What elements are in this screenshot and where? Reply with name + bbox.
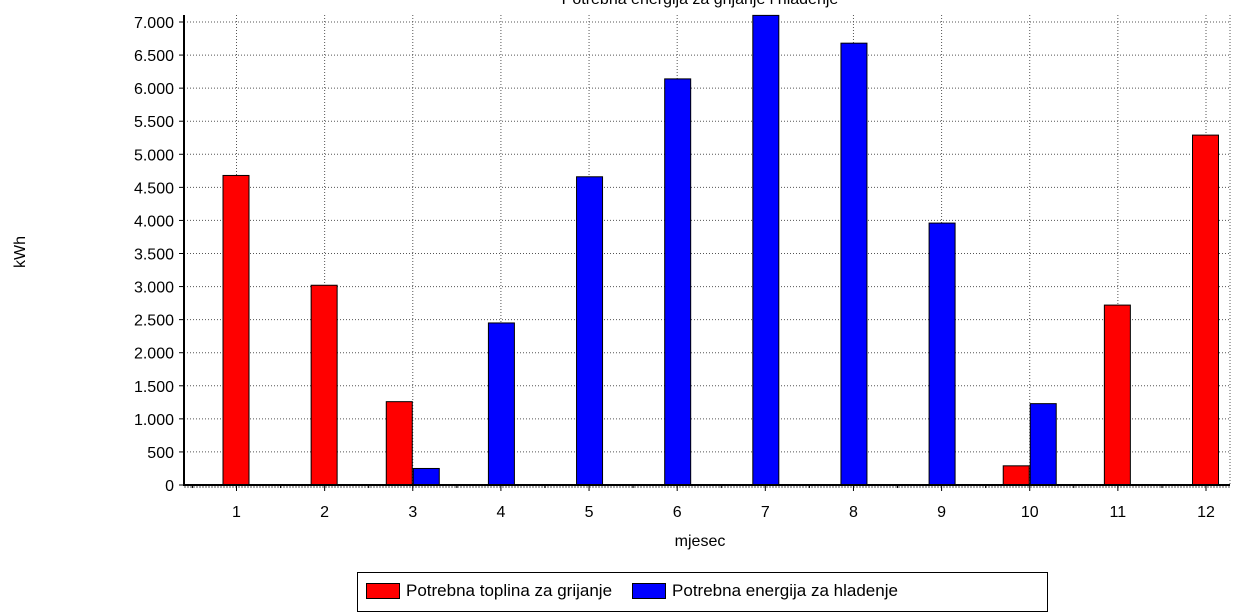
x-tick-label: 8 [849,504,858,521]
x-tick-label: 4 [496,504,505,521]
y-tick-label: 500 [147,445,174,462]
x-axis-title: mjesec [675,533,726,550]
bars [222,14,1219,486]
y-tick-label: 4.000 [134,213,174,230]
legend-item-cooling: Potrebna energija za hladenje [632,581,898,601]
legend-label-cooling: Potrebna energija za hladenje [672,581,898,600]
energy-chart: Potrebna energija za grijanje i hlađenje… [12,0,1231,550]
bar-heating [385,401,413,486]
y-tick-label: 1.500 [134,379,174,396]
legend-label-heating: Potrebna toplina za grijanje [406,581,613,600]
y-tick-label: 5.500 [134,114,174,131]
x-tick-label: 10 [1021,504,1039,521]
bar-cooling [576,176,604,486]
x-tick-label: 6 [673,504,682,521]
y-tick-label: 0 [165,478,174,495]
bar-heating [1192,134,1219,486]
y-axis-ticks: 0 500 1.000 1.500 2.000 2.500 3.000 3.500 4.000 4… [134,15,184,495]
bar-cooling [487,322,515,486]
y-tick-label: 5.000 [134,147,174,164]
legend-swatch-heating [366,583,400,599]
chart-legend: Potrebna toplina za grijanje Potrebna en… [357,572,1048,612]
y-tick-label: 2.000 [134,346,174,363]
legend-swatch-cooling [632,583,667,599]
x-tick-label: 3 [408,504,417,521]
y-axis-title: kWh [12,236,29,268]
bar-cooling [928,222,956,486]
x-tick-label: 7 [761,504,770,521]
y-tick-label: 7.000 [134,15,174,32]
x-tick-label: 9 [937,504,946,521]
bar-cooling [664,78,692,486]
bar-heating [1103,304,1131,486]
bar-heating [310,284,338,486]
y-tick-label: 4.500 [134,180,174,197]
y-tick-label: 6.500 [134,48,174,65]
bar-cooling [840,42,868,486]
bar-heating [1002,465,1030,486]
axes [183,15,1230,488]
bar-cooling [1029,403,1057,486]
y-tick-label: 3.000 [134,280,174,297]
x-tick-label: 1 [232,504,241,521]
x-tick-label: 11 [1110,504,1127,521]
legend-item-heating: Potrebna toplina za grijanje [366,581,612,601]
bar-cooling [412,467,440,486]
chart-title: Potrebna energija za grijanje i hlađenje [562,0,839,8]
y-tick-label: 6.000 [134,81,174,98]
x-axis-ticks: 1 2 3 4 5 6 7 8 9 10 11 12 [191,485,1215,521]
x-tick-label: 12 [1197,504,1215,521]
grid [184,15,1231,485]
bar-cooling [752,14,780,486]
y-tick-label: 2.500 [134,313,174,330]
y-tick-label: 3.500 [134,247,174,264]
bar-heating [222,174,250,486]
x-tick-label: 2 [320,504,329,521]
x-tick-label: 5 [585,504,594,521]
y-tick-label: 1.000 [134,412,174,429]
